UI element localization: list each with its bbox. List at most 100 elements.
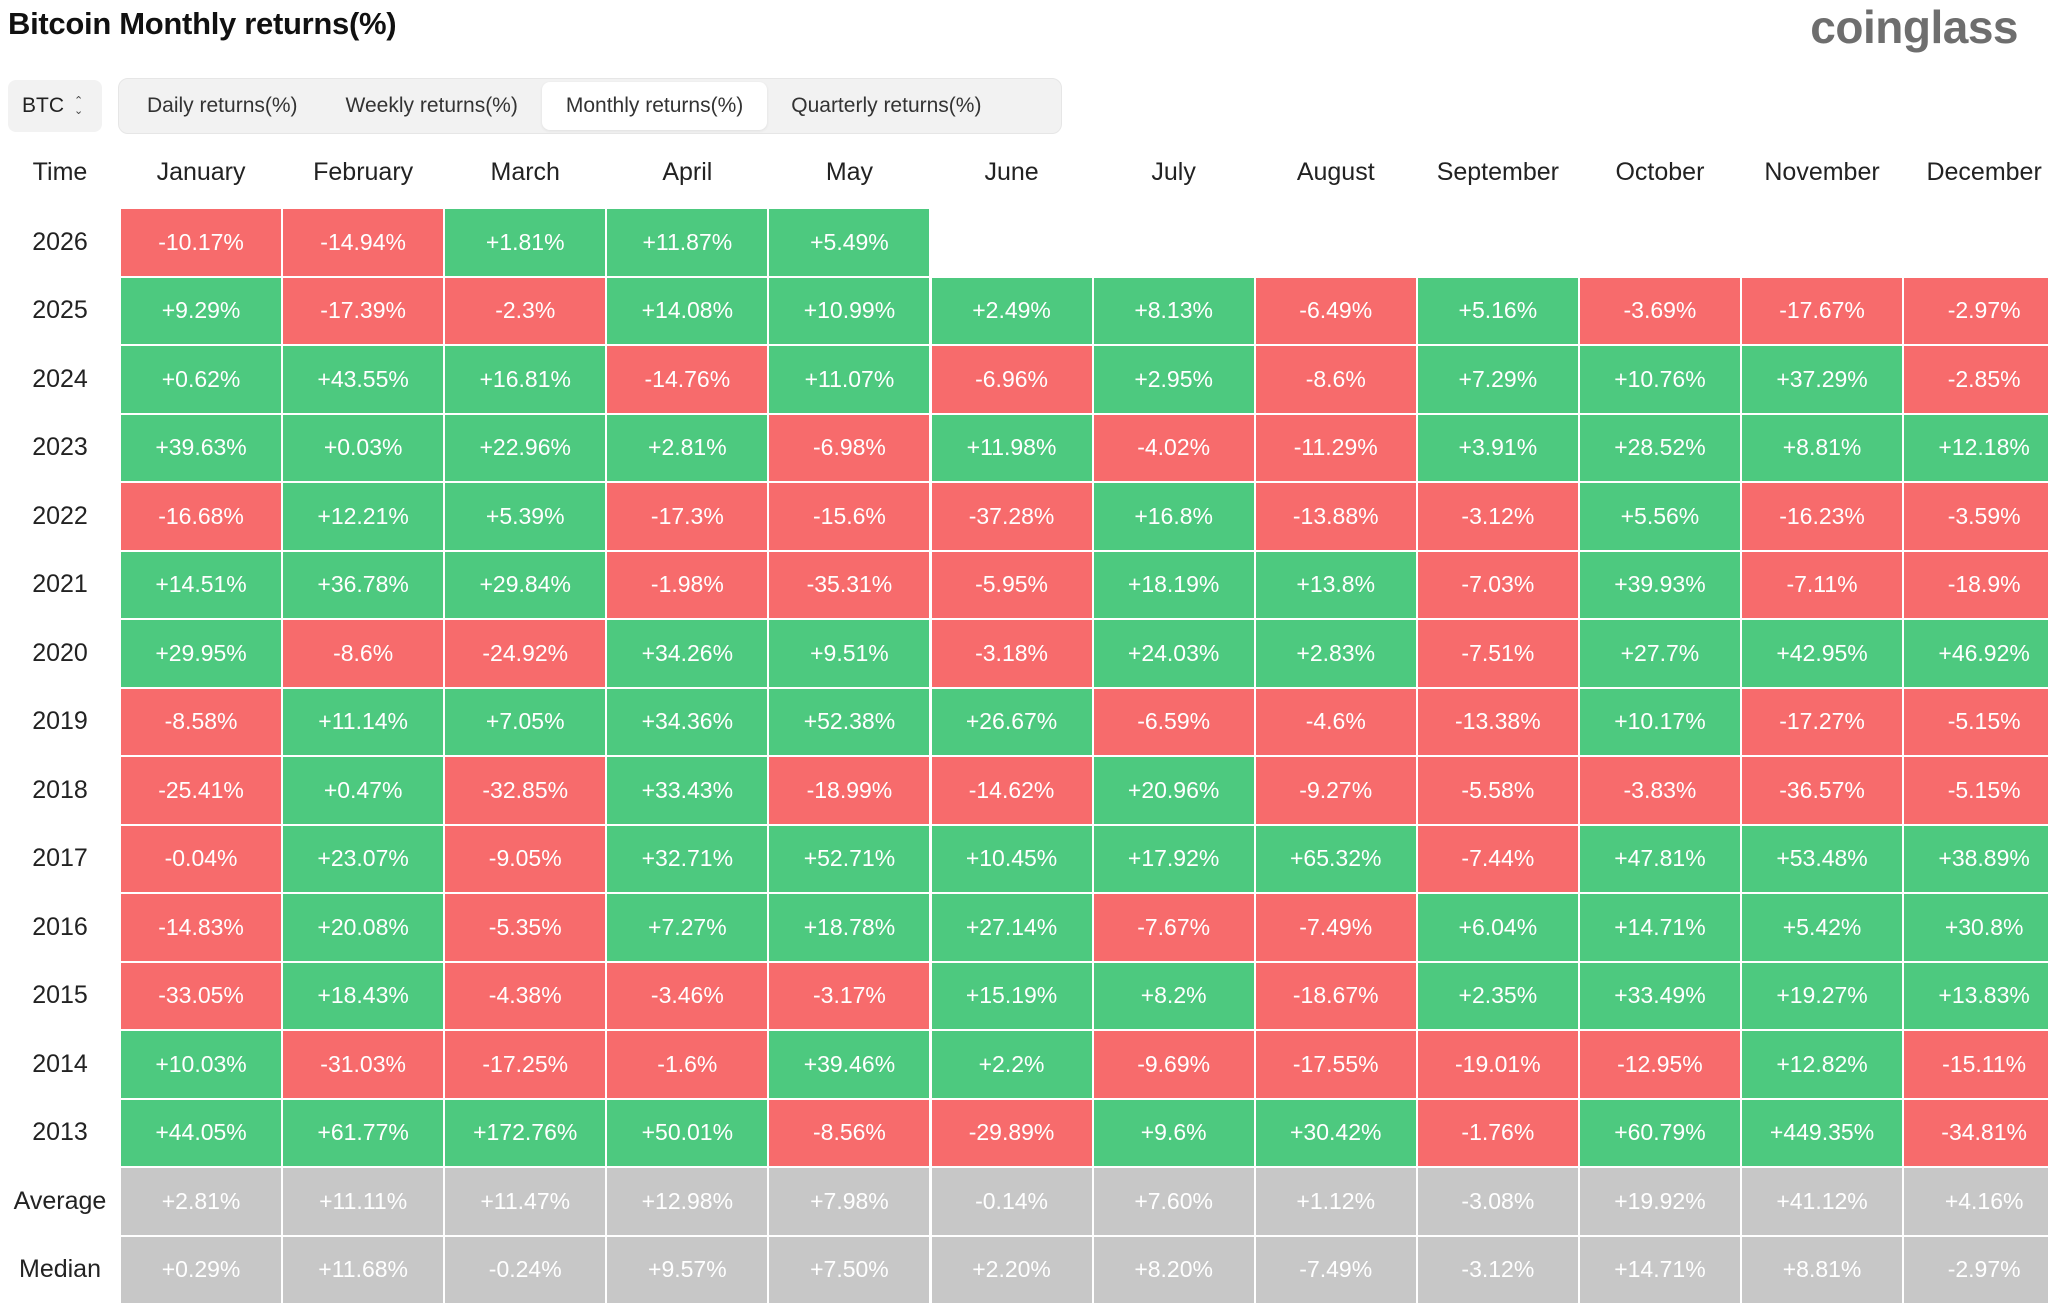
- return-cell: -33.05%: [121, 963, 281, 1030]
- return-cell: +18.19%: [1094, 552, 1254, 619]
- return-cell: +7.05%: [445, 689, 605, 756]
- median-cell: -7.49%: [1256, 1237, 1416, 1303]
- return-cell: +14.51%: [121, 552, 281, 619]
- return-cell: -3.59%: [1904, 483, 2048, 550]
- return-cell: +37.29%: [1742, 346, 1902, 413]
- return-cell: +18.43%: [283, 963, 443, 1030]
- return-cell: +43.55%: [283, 346, 443, 413]
- return-cell: +30.42%: [1256, 1100, 1416, 1167]
- column-header-time: Time: [0, 150, 120, 194]
- return-cell: +0.62%: [121, 346, 281, 413]
- return-cell: +26.67%: [932, 689, 1092, 756]
- returns-tabs: Daily returns(%)Weekly returns(%)Monthly…: [118, 78, 1062, 134]
- row-label-year: 2025: [0, 278, 120, 345]
- average-cell: +11.47%: [445, 1168, 605, 1235]
- return-cell: +53.48%: [1742, 826, 1902, 893]
- column-header-april: April: [607, 150, 767, 194]
- return-cell: +5.56%: [1580, 483, 1740, 550]
- return-cell: +44.05%: [121, 1100, 281, 1167]
- return-cell: +13.8%: [1256, 552, 1416, 619]
- average-cell: +11.11%: [283, 1168, 443, 1235]
- return-cell: +5.42%: [1742, 894, 1902, 961]
- return-cell: +15.19%: [932, 963, 1092, 1030]
- return-cell: +38.89%: [1904, 826, 2048, 893]
- tab-monthly-returns[interactable]: Monthly returns(%): [542, 82, 767, 130]
- return-cell: -10.17%: [121, 209, 281, 276]
- return-cell: -12.95%: [1580, 1031, 1740, 1098]
- row-label-year: 2026: [0, 209, 120, 276]
- tab-daily-returns[interactable]: Daily returns(%): [123, 82, 322, 130]
- return-cell: -4.38%: [445, 963, 605, 1030]
- column-header-july: July: [1094, 150, 1254, 194]
- row-label-year: 2017: [0, 826, 120, 893]
- return-cell: -17.39%: [283, 278, 443, 345]
- median-cell: +14.71%: [1580, 1237, 1740, 1303]
- return-cell: +2.49%: [932, 278, 1092, 345]
- return-cell: +32.71%: [607, 826, 767, 893]
- return-cell: +7.27%: [607, 894, 767, 961]
- asset-select[interactable]: BTC ⌃⌄: [8, 80, 102, 132]
- return-cell: -7.67%: [1094, 894, 1254, 961]
- return-cell: -31.03%: [283, 1031, 443, 1098]
- median-cell: +8.81%: [1742, 1237, 1902, 1303]
- return-cell: +65.32%: [1256, 826, 1416, 893]
- return-cell: -15.6%: [769, 483, 929, 550]
- return-cell: +0.03%: [283, 415, 443, 482]
- average-cell: -0.14%: [932, 1168, 1092, 1235]
- average-cell: +19.92%: [1580, 1168, 1740, 1235]
- return-cell: -7.11%: [1742, 552, 1902, 619]
- return-cell: -9.27%: [1256, 757, 1416, 824]
- return-cell: -18.99%: [769, 757, 929, 824]
- column-header-december: December: [1904, 150, 2048, 194]
- median-cell: -3.12%: [1418, 1237, 1578, 1303]
- return-cell: -14.83%: [121, 894, 281, 961]
- return-cell: +7.29%: [1418, 346, 1578, 413]
- chevron-updown-icon: ⌃⌄: [74, 96, 83, 116]
- return-cell: -17.3%: [607, 483, 767, 550]
- asset-select-value: BTC: [22, 94, 64, 118]
- column-header-august: August: [1256, 150, 1416, 194]
- return-cell: +39.46%: [769, 1031, 929, 1098]
- return-cell: -36.57%: [1742, 757, 1902, 824]
- return-cell: -3.83%: [1580, 757, 1740, 824]
- return-cell: +42.95%: [1742, 620, 1902, 687]
- return-cell: -14.62%: [932, 757, 1092, 824]
- return-cell: -7.51%: [1418, 620, 1578, 687]
- return-cell: +30.8%: [1904, 894, 2048, 961]
- return-cell: +34.26%: [607, 620, 767, 687]
- column-header-september: September: [1418, 150, 1578, 194]
- median-cell: +11.68%: [283, 1237, 443, 1303]
- return-cell: -6.49%: [1256, 278, 1416, 345]
- return-cell: +2.81%: [607, 415, 767, 482]
- return-cell: +449.35%: [1742, 1100, 1902, 1167]
- return-cell: +52.71%: [769, 826, 929, 893]
- return-cell: +172.76%: [445, 1100, 605, 1167]
- return-cell: +34.36%: [607, 689, 767, 756]
- return-cell: -16.23%: [1742, 483, 1902, 550]
- return-cell: +2.83%: [1256, 620, 1416, 687]
- tab-quarterly-returns[interactable]: Quarterly returns(%): [767, 82, 1005, 130]
- median-cell: -2.97%: [1904, 1237, 2048, 1303]
- median-cell: -0.24%: [445, 1237, 605, 1303]
- row-label-year: 2014: [0, 1031, 120, 1098]
- return-cell: -37.28%: [932, 483, 1092, 550]
- return-cell: -7.44%: [1418, 826, 1578, 893]
- tab-weekly-returns[interactable]: Weekly returns(%): [322, 82, 542, 130]
- return-cell: +33.49%: [1580, 963, 1740, 1030]
- return-cell: -17.25%: [445, 1031, 605, 1098]
- column-header-may: May: [769, 150, 929, 194]
- row-label-year: 2013: [0, 1100, 120, 1167]
- return-cell: -6.96%: [932, 346, 1092, 413]
- return-cell: -18.67%: [1256, 963, 1416, 1030]
- return-cell: -5.35%: [445, 894, 605, 961]
- return-cell: +12.18%: [1904, 415, 2048, 482]
- return-cell: -5.15%: [1904, 689, 2048, 756]
- return-cell: +39.93%: [1580, 552, 1740, 619]
- row-label-year: 2015: [0, 963, 120, 1030]
- return-cell: -3.69%: [1580, 278, 1740, 345]
- coinglass-logo: coinglass: [1810, 0, 2018, 54]
- return-cell: +29.84%: [445, 552, 605, 619]
- return-cell: -16.68%: [121, 483, 281, 550]
- return-cell: +6.04%: [1418, 894, 1578, 961]
- row-label-year: 2021: [0, 552, 120, 619]
